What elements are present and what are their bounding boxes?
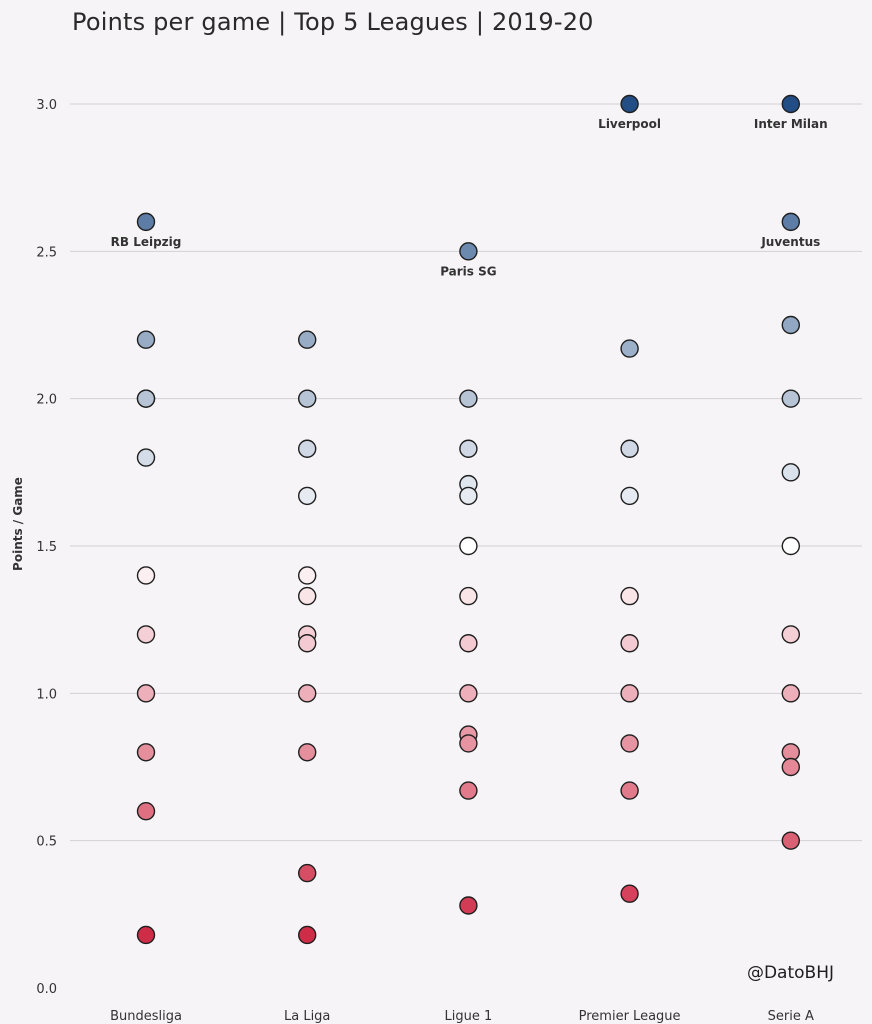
category-labels: Bundesliga La Liga Ligue 1 Premier League Se… xyxy=(110,1009,814,1024)
data-point xyxy=(136,925,156,945)
data-point xyxy=(459,439,478,458)
data-point xyxy=(298,925,317,945)
data-point xyxy=(781,625,800,644)
data-point xyxy=(459,734,478,753)
data-point xyxy=(781,212,800,232)
data-point xyxy=(136,389,156,408)
data-point xyxy=(136,566,156,585)
data-point xyxy=(298,863,317,883)
data-point xyxy=(298,330,317,349)
data-point xyxy=(298,634,317,653)
category-label: Premier League xyxy=(579,1009,681,1024)
data-point xyxy=(459,781,478,800)
y-axis-title: Points / Game xyxy=(11,477,25,571)
data-point xyxy=(136,743,156,762)
y-tick-label: 1.5 xyxy=(36,540,57,555)
data-point xyxy=(459,896,478,915)
data-point xyxy=(298,566,317,585)
watermark: @DatoBHJ xyxy=(747,963,834,983)
data-point xyxy=(620,586,639,606)
data-point xyxy=(459,684,478,703)
data-point xyxy=(136,212,156,232)
data-point xyxy=(620,884,639,903)
category-label: Bundesliga xyxy=(110,1009,182,1024)
y-tick-label: 2.5 xyxy=(36,245,57,260)
data-point xyxy=(781,389,800,408)
chart-title: Points per game | Top 5 Leagues | 2019-2… xyxy=(72,8,594,36)
category-label: La Liga xyxy=(284,1009,330,1024)
y-tick-label: 1.0 xyxy=(36,687,57,702)
y-tick-label: 2.0 xyxy=(36,393,57,408)
category-label: Serie A xyxy=(768,1009,814,1024)
data-point xyxy=(459,486,478,506)
data-point xyxy=(459,586,478,606)
data-point xyxy=(459,634,478,653)
data-point xyxy=(781,757,800,777)
data-point xyxy=(620,439,639,458)
data-point xyxy=(136,802,156,821)
data-point xyxy=(459,536,478,556)
data-point xyxy=(620,339,639,358)
point-label: RB Leipzig xyxy=(111,235,182,249)
point-annotations: RB Leipzig Paris SG Liverpool Inter Milan Ju… xyxy=(111,117,828,278)
category-label: Ligue 1 xyxy=(445,1009,493,1024)
data-point xyxy=(620,781,639,800)
data-point xyxy=(620,634,639,653)
data-point xyxy=(298,389,317,408)
data-point xyxy=(620,94,639,114)
data-point xyxy=(620,684,639,703)
data-point xyxy=(298,586,317,606)
data-point xyxy=(781,94,800,114)
data-point xyxy=(781,684,800,703)
y-tick-label: 0.0 xyxy=(36,982,57,997)
data-point xyxy=(298,486,317,506)
data-point xyxy=(459,389,478,408)
y-tick-label: 0.5 xyxy=(36,835,57,850)
point-label: Juventus xyxy=(760,235,820,249)
data-point xyxy=(781,463,800,482)
point-label: Paris SG xyxy=(440,264,496,278)
data-point xyxy=(620,734,639,753)
data-point xyxy=(136,684,156,703)
data-point xyxy=(298,439,317,458)
data-point xyxy=(781,536,800,556)
data-point xyxy=(136,448,156,467)
y-tick-labels: 0.0 0.5 1.0 1.5 2.0 2.5 3.0 xyxy=(36,98,57,997)
data-point xyxy=(136,330,156,349)
y-tick-label: 3.0 xyxy=(36,98,57,113)
data-point xyxy=(620,486,639,506)
point-label: Liverpool xyxy=(598,117,661,131)
data-point xyxy=(459,242,478,261)
data-point xyxy=(298,743,317,762)
data-point xyxy=(781,315,800,335)
data-point xyxy=(781,831,800,850)
point-label: Inter Milan xyxy=(754,117,828,131)
data-point xyxy=(298,684,317,703)
data-points xyxy=(136,94,800,945)
data-point xyxy=(136,625,156,644)
